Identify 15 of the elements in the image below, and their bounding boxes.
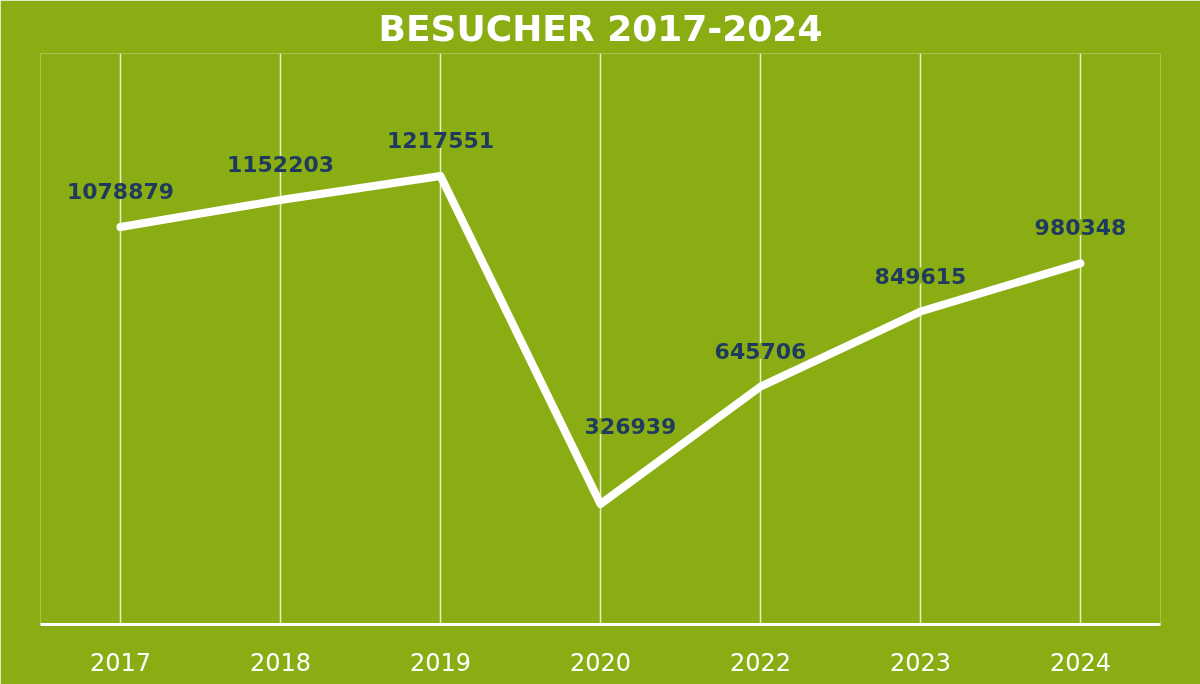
data-label: 1078879 xyxy=(66,179,175,205)
x-tick-label: 2020 xyxy=(569,648,632,677)
x-tick-label: 2023 xyxy=(889,648,952,677)
x-tick-label: 2022 xyxy=(729,648,792,677)
x-tick-label: 2018 xyxy=(249,648,312,677)
data-label: 849615 xyxy=(874,263,967,289)
data-label: 326939 xyxy=(584,414,677,440)
x-tick-label: 2019 xyxy=(409,648,472,677)
x-tick-label: 2024 xyxy=(1049,648,1112,677)
data-label: 1217551 xyxy=(386,127,495,153)
data-label: 645706 xyxy=(714,338,807,364)
chart-title: BESUCHER 2017-2024 xyxy=(378,7,823,49)
x-tick-label: 2017 xyxy=(89,648,152,677)
data-label: 980348 xyxy=(1034,215,1127,241)
data-label: 1152203 xyxy=(226,152,335,178)
